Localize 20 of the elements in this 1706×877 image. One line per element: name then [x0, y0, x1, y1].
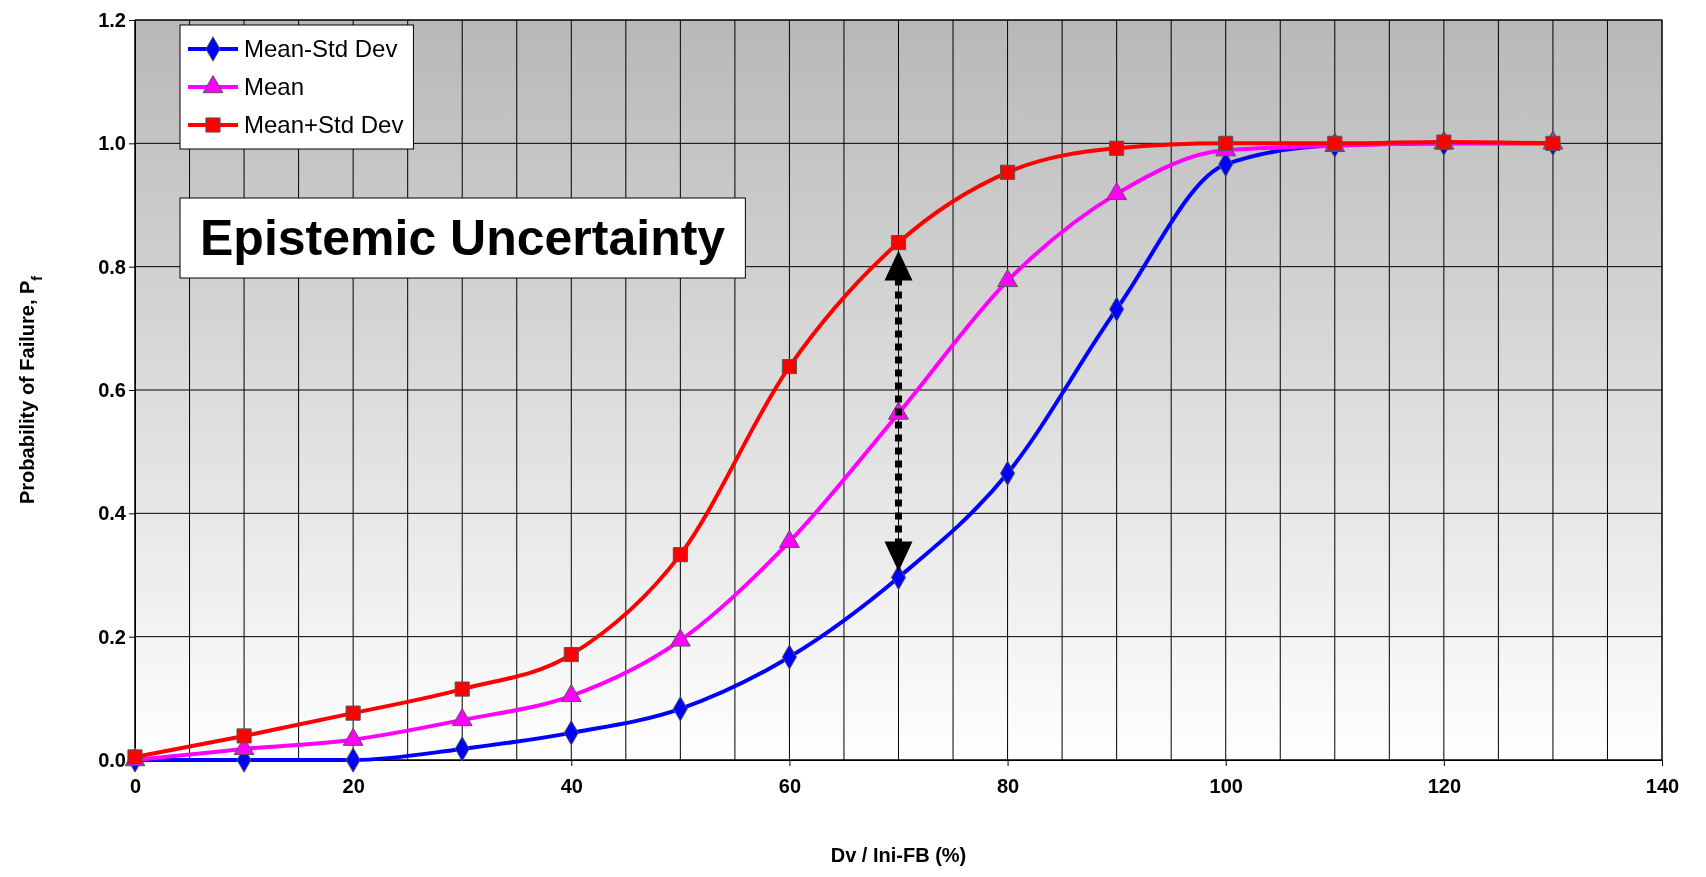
- legend-label: Mean: [244, 73, 305, 101]
- x-tick-label: 60: [778, 775, 802, 797]
- y-tick-label: 0.6: [98, 378, 126, 401]
- y-tick-label: 0.0: [98, 748, 126, 771]
- x-tick-label: 80: [996, 775, 1020, 797]
- x-tick-label: 100: [1209, 775, 1243, 797]
- legend-label: Mean+Std Dev: [244, 111, 404, 139]
- y-tick-label: 1.2: [98, 8, 126, 31]
- y-tick-label: 0.2: [98, 625, 126, 648]
- y-tick-label: 1.0: [98, 132, 126, 155]
- x-tick-label: 140: [1645, 775, 1680, 797]
- x-tick-label: 20: [342, 775, 365, 797]
- legend-label: Mean-Std Dev: [244, 35, 398, 63]
- y-tick-label: 0.8: [98, 255, 126, 278]
- x-tick-label: 120: [1427, 775, 1462, 797]
- annotation: Epistemic Uncertainty: [200, 210, 726, 266]
- x-tick-label: 0: [129, 775, 142, 797]
- x-tick-label: 40: [560, 775, 583, 797]
- y-tick-label: 0.4: [98, 502, 127, 525]
- x-axis-title: Dv / Ini-FB (%): [830, 844, 967, 866]
